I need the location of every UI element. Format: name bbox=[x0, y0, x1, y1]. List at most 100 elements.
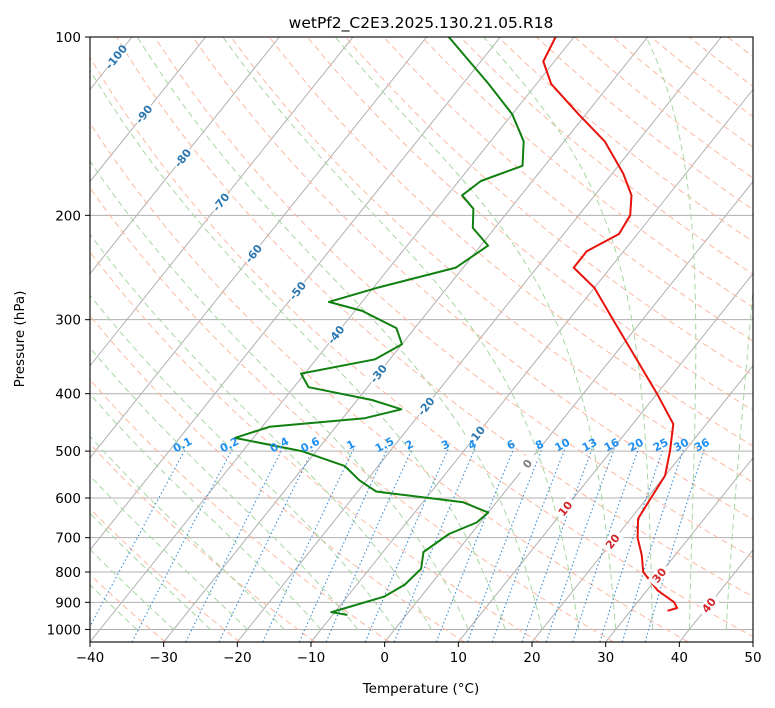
y-tick-label: 500 bbox=[55, 444, 81, 460]
x-tick-label: 20 bbox=[523, 650, 540, 666]
mixing-ratio-line bbox=[545, 448, 615, 642]
mixing-ratio-line bbox=[435, 448, 515, 642]
moist-adiabat-line bbox=[90, 69, 506, 630]
y-tick-label: 800 bbox=[55, 565, 81, 581]
isotherm-label-backdrop bbox=[515, 451, 539, 476]
mixing-ratio-lines bbox=[90, 448, 706, 642]
y-axis-label: Pressure (hPa) bbox=[12, 291, 28, 388]
isotherm-label-backdrop bbox=[647, 562, 671, 588]
dewpoint-trace bbox=[233, 37, 525, 616]
x-tick-label: −20 bbox=[223, 650, 252, 666]
isotherm-label-backdrop bbox=[553, 496, 577, 521]
isotherm-gridline bbox=[605, 457, 753, 642]
moist-adiabat-line bbox=[725, 284, 753, 630]
y-tick-label: 100 bbox=[55, 30, 81, 46]
isotherm-label-backdrop bbox=[697, 592, 721, 618]
x-tick-label: 40 bbox=[671, 650, 688, 666]
isotherm-label-backdrop bbox=[132, 101, 156, 127]
dry-adiabat-line bbox=[230, 37, 753, 483]
dry-adiabat-line bbox=[268, 37, 753, 447]
isotherm-gridline bbox=[90, 37, 428, 459]
x-tick-label: 0 bbox=[380, 650, 389, 666]
x-tick-label: 50 bbox=[744, 650, 761, 666]
y-tick-label: 300 bbox=[55, 313, 81, 329]
isotherm-gridline bbox=[457, 272, 753, 642]
sounding-traces bbox=[233, 37, 679, 616]
x-tick-label: −30 bbox=[149, 650, 178, 666]
mixing-ratio-line bbox=[298, 448, 388, 642]
moist-adiabat-line bbox=[136, 37, 543, 630]
isotherm-label-backdrop bbox=[366, 361, 390, 386]
moist-adiabat-line bbox=[645, 37, 697, 630]
moist-adiabat-line bbox=[90, 233, 432, 630]
y-tick-label: 400 bbox=[55, 387, 81, 403]
x-axis-ticks: −40 −30 −20 −10 0 10 20 30 40 50 bbox=[76, 642, 762, 666]
mixing-ratio-line bbox=[572, 448, 640, 642]
plot-frame bbox=[89, 36, 754, 643]
isotherm-label-backdrop bbox=[285, 278, 309, 303]
x-axis-label: Temperature (°C) bbox=[362, 681, 480, 697]
isotherm-label-backdrop bbox=[464, 422, 489, 448]
dry-adiabat-line bbox=[90, 314, 465, 642]
moist-adiabat-line bbox=[483, 37, 653, 630]
isotherm-label-backdrop bbox=[600, 528, 625, 554]
mixing-ratio-line bbox=[185, 448, 283, 642]
mixing-ratio-label: 25 bbox=[651, 436, 671, 455]
mixing-ratio-line bbox=[491, 448, 566, 642]
dry-adiabat-line bbox=[90, 251, 540, 642]
y-tick-label: 900 bbox=[55, 595, 81, 611]
dry-adiabat-line bbox=[90, 122, 689, 642]
isotherm-gridline bbox=[90, 37, 280, 275]
mixing-ratio-line bbox=[599, 448, 664, 642]
dry-adiabats bbox=[90, 37, 753, 642]
moist-adiabat-line bbox=[90, 294, 396, 630]
dry-adiabat-line bbox=[90, 573, 166, 642]
isotherm-label-backdrop bbox=[209, 189, 233, 215]
x-tick-label: −40 bbox=[76, 650, 105, 666]
isotherm-label-backdrop bbox=[104, 44, 128, 70]
x-tick-label: 30 bbox=[597, 650, 614, 666]
mixing-ratio-label: 36 bbox=[692, 436, 712, 455]
isotherm-label-backdrop bbox=[171, 145, 195, 171]
mixing-ratio-label: 16 bbox=[602, 436, 622, 455]
mixing-ratio-line bbox=[393, 448, 476, 642]
mixing-ratio-label: 10 bbox=[553, 436, 573, 455]
moist-adiabat-line bbox=[90, 548, 175, 630]
isotherm-label-backdrop bbox=[414, 393, 438, 419]
mixing-ratio-line bbox=[262, 448, 355, 642]
mixing-ratio-label: 30 bbox=[671, 436, 691, 455]
isotherm-gridline bbox=[90, 37, 501, 551]
dry-adiabat-line bbox=[90, 378, 390, 642]
moist-adiabat-line bbox=[222, 37, 580, 630]
y-tick-label: 700 bbox=[55, 531, 81, 547]
temperature-trace bbox=[542, 37, 679, 612]
isotherm-gridline bbox=[90, 37, 207, 183]
isotherm-gridline bbox=[384, 180, 753, 642]
dry-adiabat-line bbox=[90, 187, 614, 642]
moist-adiabat-line bbox=[90, 160, 469, 630]
moist-adiabats bbox=[90, 37, 753, 630]
chart-title: wetPf2_C2E3.2025.130.21.05.R18 bbox=[289, 14, 554, 33]
mixing-ratio-label: 13 bbox=[580, 436, 600, 455]
isotherm-gridline bbox=[163, 37, 649, 642]
dry-adiabat-line bbox=[307, 37, 753, 411]
y-tick-label: 1000 bbox=[47, 622, 81, 638]
mixing-ratio-label: 20 bbox=[626, 436, 646, 455]
mixing-ratio-line bbox=[466, 448, 543, 642]
mixing-ratio-line bbox=[621, 448, 685, 642]
mixing-ratio-line bbox=[644, 448, 706, 642]
dry-adiabat-line bbox=[345, 37, 753, 376]
y-tick-label: 600 bbox=[55, 491, 81, 507]
isotherm-label-backdrop bbox=[241, 241, 265, 266]
moist-adiabat-line bbox=[90, 347, 359, 630]
plot-area: -100-90-80-70-60-50-40-30-20-10010203040… bbox=[90, 37, 753, 642]
mixing-ratio-line bbox=[90, 448, 187, 628]
isotherm-gridline bbox=[236, 37, 722, 642]
isotherm-label-backdrop bbox=[324, 322, 348, 347]
mixing-ratio-line bbox=[521, 448, 593, 642]
mixing-ratio-line bbox=[131, 448, 233, 642]
moist-adiabat-line bbox=[90, 584, 138, 630]
y-axis-ticks: 100 200 300 400 500 600 700 800 900 1000 bbox=[47, 30, 90, 638]
